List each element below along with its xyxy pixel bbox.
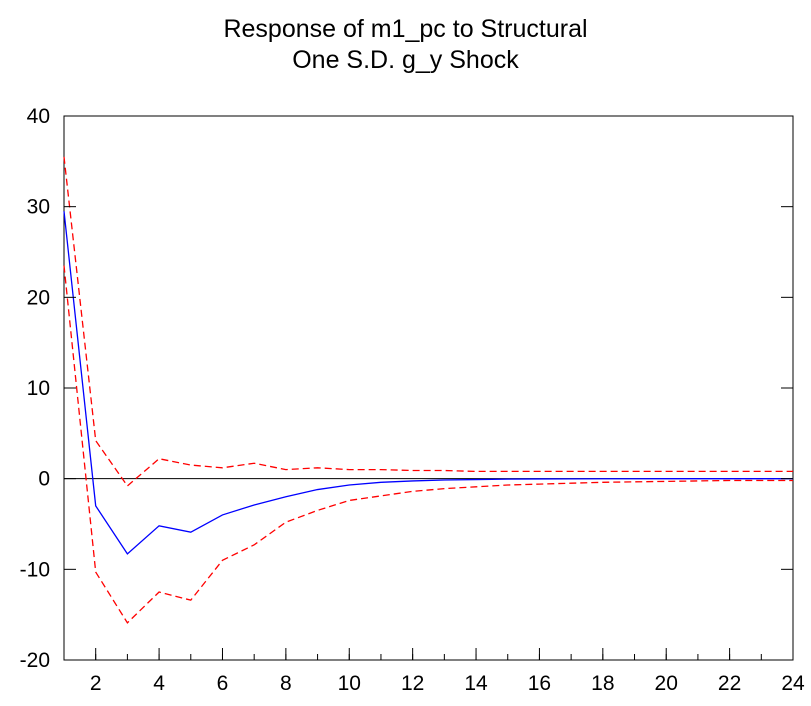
x-tick-label: 18 [591,672,614,695]
series-line-upper-band [63,156,793,487]
chart-title: Response of m1_pc to Structural One S.D.… [0,14,811,76]
y-tick-label: 40 [27,105,50,128]
x-tick-label: 12 [401,672,424,695]
x-tick-label: 10 [338,672,361,695]
y-tick-label: -10 [20,558,50,581]
plot-area [63,115,794,661]
y-tick-label: 0 [38,468,50,491]
series-group [63,156,793,624]
series-line-lower-band [63,265,793,624]
y-tick-label: 20 [27,286,50,309]
y-tick-label: 10 [27,377,50,400]
x-tick-label: 8 [280,672,292,695]
x-tick-label: 14 [464,672,488,695]
chart-title-line-2: One S.D. g_y Shock [292,46,519,74]
x-tick-label: 6 [217,672,229,695]
plot-frame [63,115,794,661]
y-tick-label: -20 [20,649,50,672]
x-tick-label: 16 [528,672,551,695]
x-tick-label: 4 [153,672,165,695]
x-tick-label: 22 [718,672,741,695]
x-tick-label: 20 [655,672,678,695]
x-tick-label: 2 [90,672,102,695]
series-line-response [63,211,793,555]
y-tick-label: 30 [27,196,50,219]
x-tick-label: 24 [781,672,805,695]
chart-title-line-1: Response of m1_pc to Structural [223,15,588,43]
